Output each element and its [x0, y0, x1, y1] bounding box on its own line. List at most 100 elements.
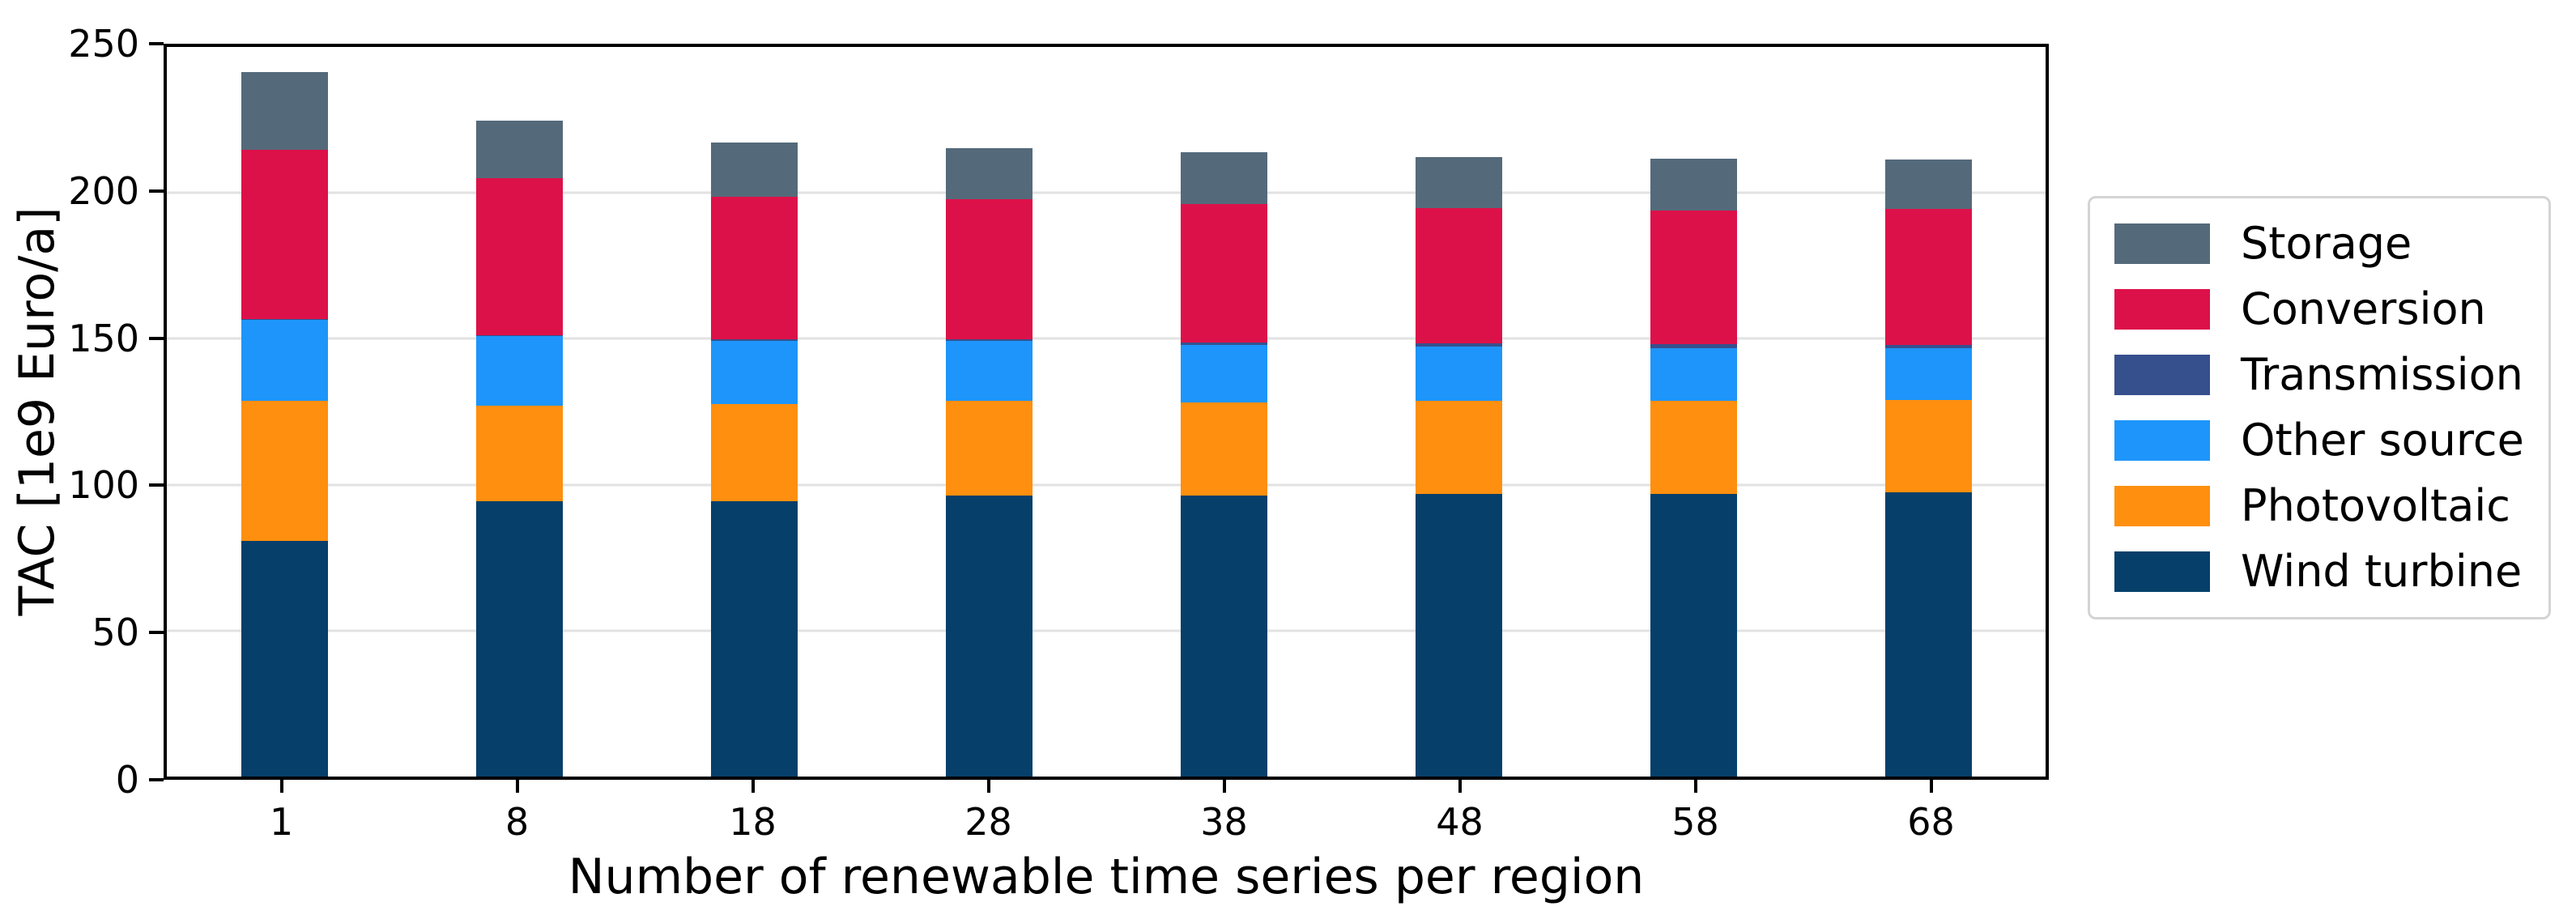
legend-swatch-transmission [2114, 355, 2210, 395]
xtick-mark-58 [1693, 780, 1697, 793]
xtick-label-8: 8 [505, 800, 530, 844]
ytick-label-200: 200 [68, 168, 139, 213]
xtick-mark-28 [986, 780, 990, 793]
segment-conversion-68 [1884, 209, 1972, 345]
ytick-mark-100 [149, 483, 164, 487]
segment-photovoltaic-8 [475, 405, 563, 502]
legend-item-other-source: Other source [2114, 415, 2524, 466]
segment-photovoltaic-68 [1884, 399, 1972, 493]
ytick-mark-0 [149, 778, 164, 781]
bar-group-8 [402, 47, 637, 777]
xtick-label-1: 1 [269, 800, 294, 844]
segment-photovoltaic-58 [1650, 401, 1737, 494]
gridline-200 [167, 191, 2046, 194]
segment-transmission-68 [1884, 344, 1972, 348]
segment-conversion-48 [1415, 207, 1502, 343]
segment-photovoltaic-28 [945, 401, 1033, 496]
ytick-mark-250 [149, 42, 164, 45]
segment-storage-68 [1884, 160, 1972, 210]
segment-other-source-28 [945, 340, 1033, 402]
bar-group-68 [1811, 47, 2046, 777]
bar-18 [710, 142, 798, 777]
segment-conversion-38 [1180, 203, 1267, 343]
segment-wind-turbine-28 [945, 495, 1033, 777]
bar-group-38 [1106, 47, 1341, 777]
legend-label-storage: Storage [2241, 218, 2412, 269]
bar-1 [241, 71, 328, 777]
segment-photovoltaic-18 [710, 404, 798, 502]
segment-transmission-48 [1415, 343, 1502, 347]
segment-transmission-18 [710, 339, 798, 341]
legend-swatch-wind-turbine [2114, 551, 2210, 592]
ytick-label-250: 250 [68, 22, 139, 66]
legend-swatch-photovoltaic [2114, 486, 2210, 526]
segment-conversion-28 [945, 199, 1033, 340]
xtick-mark-1 [279, 780, 283, 793]
legend-label-conversion: Conversion [2241, 283, 2486, 334]
segment-transmission-8 [475, 335, 563, 337]
segment-photovoltaic-38 [1180, 402, 1267, 496]
ytick-label-50: 50 [92, 611, 139, 655]
segment-storage-1 [241, 71, 328, 151]
bar-group-28 [871, 47, 1106, 777]
bar-8 [475, 120, 563, 777]
segment-wind-turbine-38 [1180, 495, 1267, 777]
segment-other-source-38 [1180, 345, 1267, 403]
segment-other-source-58 [1650, 347, 1737, 402]
bar-28 [945, 147, 1033, 777]
segment-conversion-58 [1650, 210, 1737, 345]
xtick-label-38: 38 [1200, 800, 1248, 844]
bar-58 [1650, 159, 1737, 777]
segment-conversion-8 [475, 177, 563, 336]
segment-transmission-1 [241, 319, 328, 321]
ytick-mark-150 [149, 336, 164, 340]
x-axis-label: Number of renewable time series per regi… [568, 849, 1645, 905]
legend-item-transmission: Transmission [2114, 349, 2524, 401]
xtick-label-28: 28 [964, 800, 1012, 844]
segment-photovoltaic-48 [1415, 401, 1502, 494]
xtick-mark-48 [1458, 780, 1462, 793]
bar-group-48 [1341, 47, 1576, 777]
legend-label-transmission: Transmission [2241, 349, 2523, 400]
bars-layer [167, 47, 2046, 777]
xtick-label-48: 48 [1436, 800, 1484, 844]
segment-wind-turbine-1 [241, 541, 328, 777]
legend-item-wind-turbine: Wind turbine [2114, 546, 2524, 598]
segment-transmission-58 [1650, 344, 1737, 348]
segment-transmission-28 [945, 339, 1033, 341]
xtick-mark-38 [1222, 780, 1226, 793]
legend-label-other-source: Other source [2241, 415, 2524, 466]
legend: Storage Conversion Transmission Other sourc… [2088, 196, 2551, 619]
legend-swatch-storage [2114, 223, 2210, 264]
segment-storage-48 [1415, 156, 1502, 208]
legend-label-photovoltaic: Photovoltaic [2241, 480, 2510, 531]
segment-wind-turbine-18 [710, 501, 798, 777]
gridline-100 [167, 483, 2046, 487]
segment-wind-turbine-48 [1415, 493, 1502, 777]
xtick-mark-18 [751, 780, 755, 793]
ytick-mark-200 [149, 189, 164, 193]
segment-other-source-18 [710, 340, 798, 405]
segment-storage-28 [945, 147, 1033, 200]
bar-group-18 [637, 47, 871, 777]
bar-group-1 [167, 47, 402, 777]
xtick-label-58: 58 [1671, 800, 1719, 844]
segment-storage-58 [1650, 159, 1737, 211]
segment-conversion-1 [241, 150, 328, 320]
y-axis-label: TAC [1e9 Euro/a] [9, 206, 66, 616]
xtick-mark-68 [1929, 780, 1933, 793]
legend-item-conversion: Conversion [2114, 283, 2524, 335]
segment-wind-turbine-8 [475, 501, 563, 777]
bar-38 [1180, 152, 1267, 777]
plot-area [164, 44, 2049, 780]
ytick-label-100: 100 [68, 463, 139, 508]
ytick-label-0: 0 [115, 758, 139, 802]
segment-storage-38 [1180, 152, 1267, 204]
legend-item-photovoltaic: Photovoltaic [2114, 480, 2524, 532]
bar-group-58 [1576, 47, 1811, 777]
segment-wind-turbine-58 [1650, 493, 1737, 777]
xtick-mark-8 [515, 780, 519, 793]
segment-other-source-68 [1884, 347, 1972, 400]
segment-other-source-48 [1415, 347, 1502, 402]
